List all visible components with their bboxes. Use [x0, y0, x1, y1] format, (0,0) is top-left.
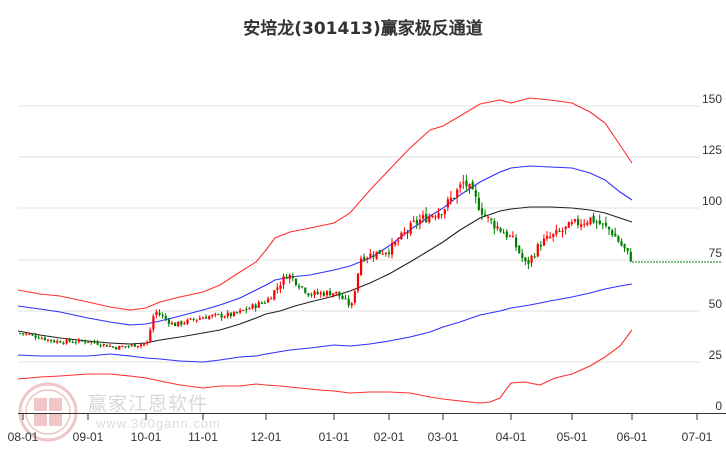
x-tick-10-01: 10-01: [130, 430, 162, 444]
y-tick-25: 25: [708, 348, 722, 362]
lower-inner-band: [17, 283, 633, 363]
watermark-brand: 赢家江恩软件: [88, 393, 209, 415]
y-tick-50: 50: [708, 297, 722, 311]
upper-inner-band: [17, 165, 633, 326]
middle-line: [17, 206, 633, 345]
lower-outer-band: [17, 329, 633, 404]
y-tick-100: 100: [701, 194, 722, 208]
x-tick-03-01: 03-01: [427, 430, 459, 444]
x-tick-12-01: 12-01: [250, 430, 282, 444]
y-tick-0: 0: [715, 399, 722, 413]
x-tick-06-01: 06-01: [616, 430, 648, 444]
watermark-seal-icon: [18, 382, 78, 442]
watermark-url: www.360gann.com: [96, 416, 221, 431]
x-axis: [18, 413, 726, 420]
chart-title: 安培龙(301413)赢家极反通道: [243, 19, 483, 39]
x-tick-08-01: 08-01: [7, 430, 39, 444]
x-tick-07-01: 07-01: [681, 430, 713, 444]
x-tick-05-01: 05-01: [556, 430, 588, 444]
x-tick-02-01: 02-01: [373, 430, 405, 444]
y-tick-125: 125: [701, 143, 722, 157]
x-tick-11-01: 11-01: [188, 430, 218, 444]
y-tick-75: 75: [708, 246, 722, 260]
gridlines: [18, 105, 700, 363]
x-tick-09-01: 09-01: [72, 430, 104, 444]
y-tick-150: 150: [701, 92, 722, 106]
x-tick-04-01: 04-01: [495, 430, 527, 444]
candles: [19, 174, 632, 350]
x-tick-01-01: 01-01: [318, 430, 350, 444]
upper-outer-band: [17, 97, 633, 311]
